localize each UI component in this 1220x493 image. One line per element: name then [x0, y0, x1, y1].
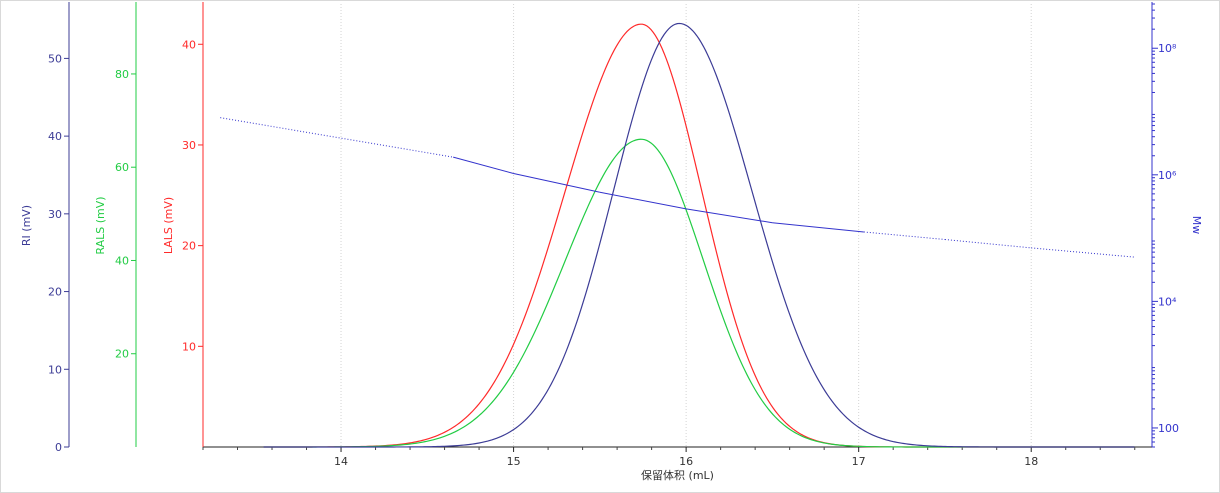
ri-tick-label: 50	[48, 52, 62, 65]
mw-series-segment	[944, 239, 1032, 249]
grid-lines	[340, 4, 1032, 447]
mw-tick-label: 10⁶	[1158, 169, 1177, 182]
lals-tick-label: 30	[182, 139, 196, 152]
x-tick-label: 14	[334, 455, 348, 468]
mw-tick-label: 10⁸	[1158, 42, 1177, 55]
ri-tick-label: 40	[48, 130, 62, 143]
lals-tick-label: 20	[182, 240, 196, 253]
rals-tick-label: 80	[115, 68, 129, 81]
ri-axis-title: RI (mV)	[20, 205, 33, 246]
plot-series	[220, 22, 1135, 448]
mw-series-segment	[453, 156, 514, 174]
x-tick-label: 18	[1024, 455, 1038, 468]
rals-tick-label: 60	[115, 161, 129, 174]
mw-series-segment	[220, 117, 454, 158]
rals-tick-label: 20	[115, 348, 129, 361]
lals-axis-title: LALS (mV)	[162, 197, 175, 254]
lals-series-line	[263, 23, 1135, 448]
lals-tick-label: 40	[182, 38, 196, 51]
axes: 14 15 16 17 18 0 10 20 30 40 50 RI (mV) 20 40 60 80 RALS…	[20, 2, 1203, 468]
lals-tick-label: 10	[182, 340, 196, 353]
ri-tick-label: 30	[48, 208, 62, 221]
mw-tick-label: 10⁴	[1158, 295, 1177, 308]
x-tick-label: 15	[507, 455, 521, 468]
x-tick-label: 16	[679, 455, 693, 468]
ri-tick-label: 0	[55, 441, 62, 454]
rals-tick-label: 40	[115, 254, 129, 267]
ri-tick-label: 10	[48, 363, 62, 376]
mw-series-segment	[686, 208, 773, 224]
rals-series-line	[263, 138, 1135, 448]
ri-series-line	[263, 22, 1135, 448]
mw-axis-title: Mw	[1190, 216, 1203, 235]
ri-tick-label: 20	[48, 286, 62, 299]
mw-series-segment	[772, 222, 864, 233]
mw-tick-label: 100	[1158, 422, 1179, 435]
x-axis-title: 保留体积 (mL)	[641, 468, 714, 482]
rals-axis-title: RALS (mV)	[94, 196, 107, 254]
mw-series-segment	[1031, 247, 1135, 258]
mw-series-segment	[513, 172, 600, 193]
x-tick-label: 17	[852, 455, 866, 468]
mw-series-segment	[863, 231, 945, 240]
mw-series-segment	[599, 191, 687, 210]
